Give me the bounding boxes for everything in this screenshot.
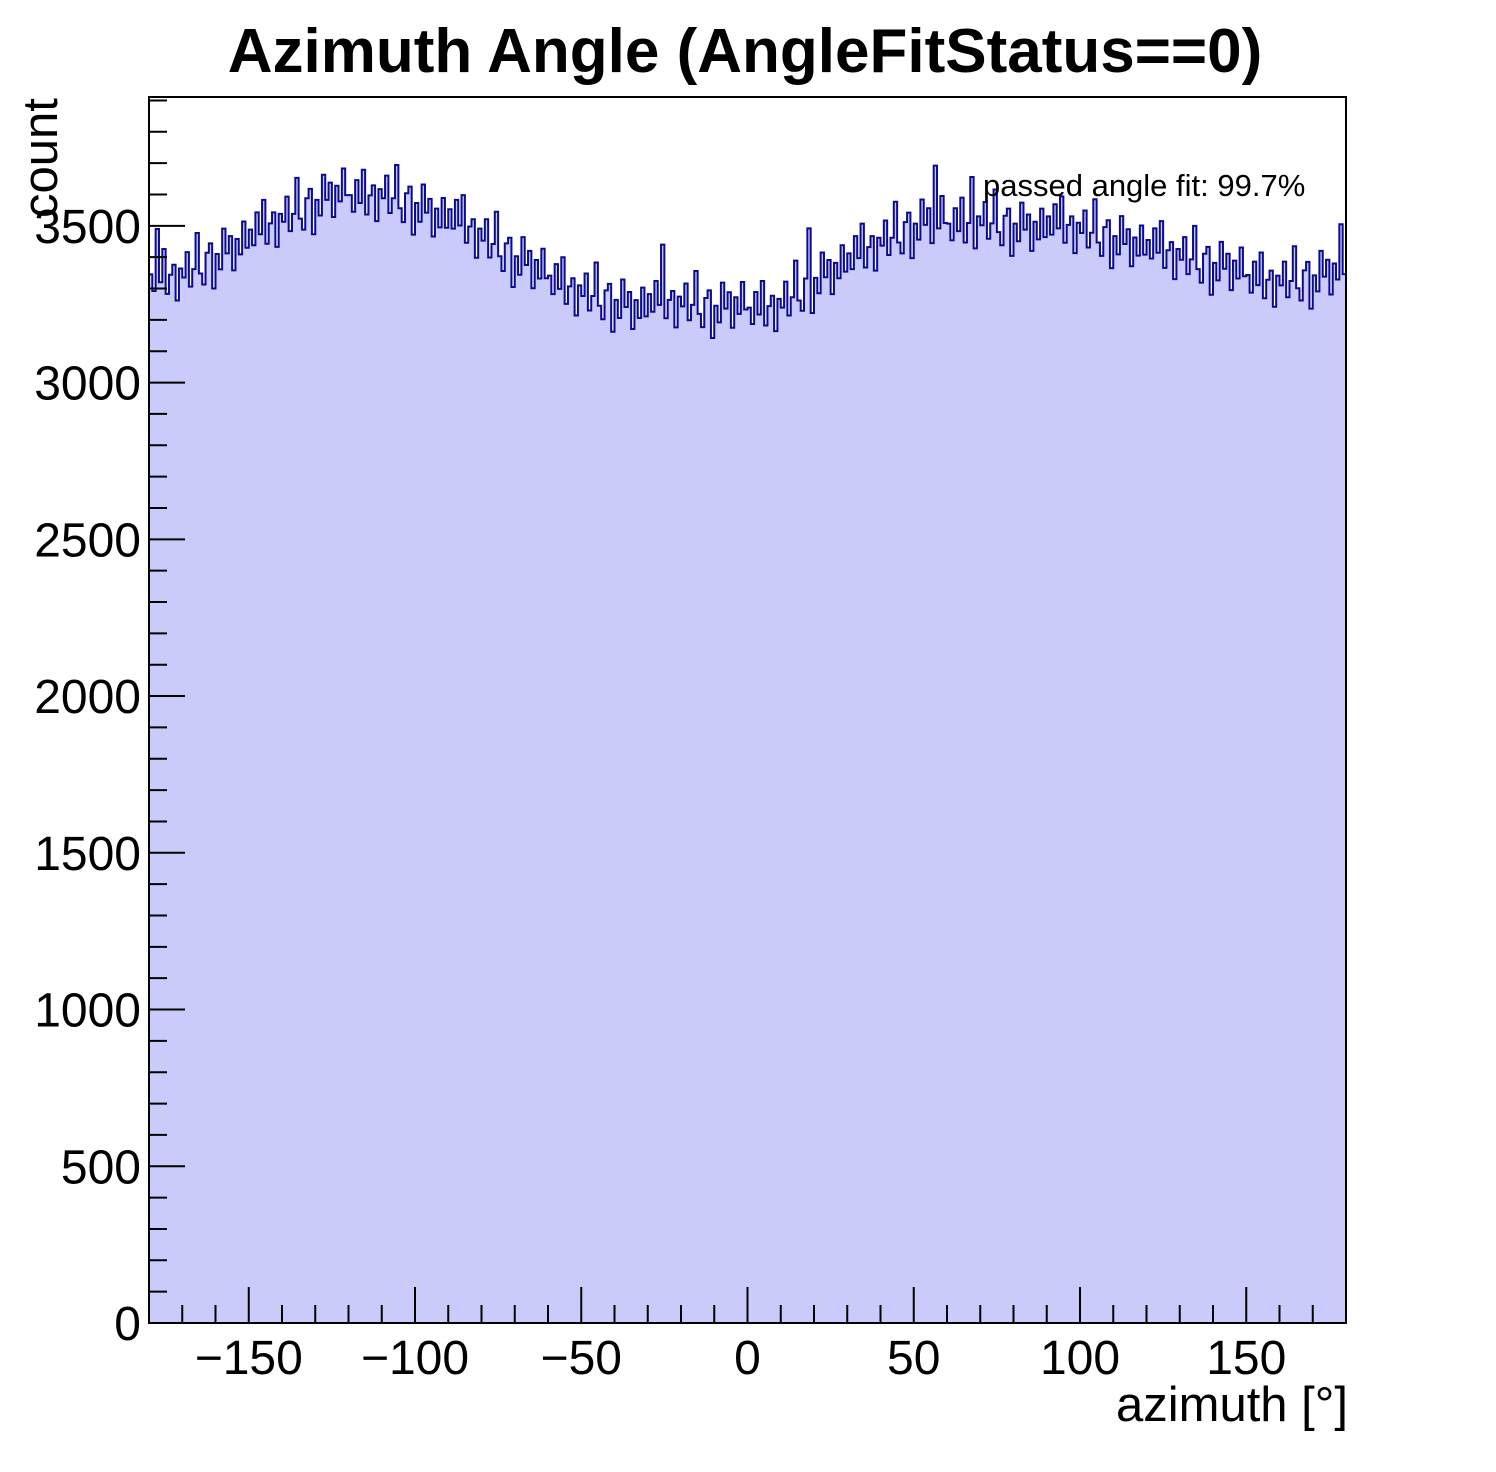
x-tick-label: 50 [887,1332,940,1385]
chart-title: Azimuth Angle (AngleFitStatus==0) [228,17,1263,86]
axis-tick-labels: −150 −100 −50 0 50 100 15005001000150020002500… [34,201,1286,1385]
histogram-path [148,164,1347,1324]
histogram-series [148,164,1347,1324]
y-tick-label: 1000 [34,985,141,1038]
axis-ticks [149,99,1314,1323]
y-tick-label: 3500 [34,201,141,254]
x-axis-title: azimuth [°] [1116,1378,1348,1432]
x-tick-label: −100 [361,1332,469,1385]
y-tick-label: 0 [114,1298,141,1351]
y-tick-label: 2000 [34,671,141,724]
x-tick-label: 150 [1206,1332,1286,1385]
y-tick-label: 2500 [34,514,141,567]
fit-annotation: passed angle fit: 99.7% [983,168,1305,203]
x-tick-label: 100 [1040,1332,1120,1385]
y-tick-label: 500 [61,1141,141,1194]
x-tick-label: 0 [734,1332,761,1385]
y-tick-label: 3000 [34,358,141,411]
x-tick-label: −50 [541,1332,622,1385]
y-axis-title: count [14,98,68,218]
y-tick-label: 1500 [34,828,141,881]
x-tick-label: −150 [195,1332,303,1385]
